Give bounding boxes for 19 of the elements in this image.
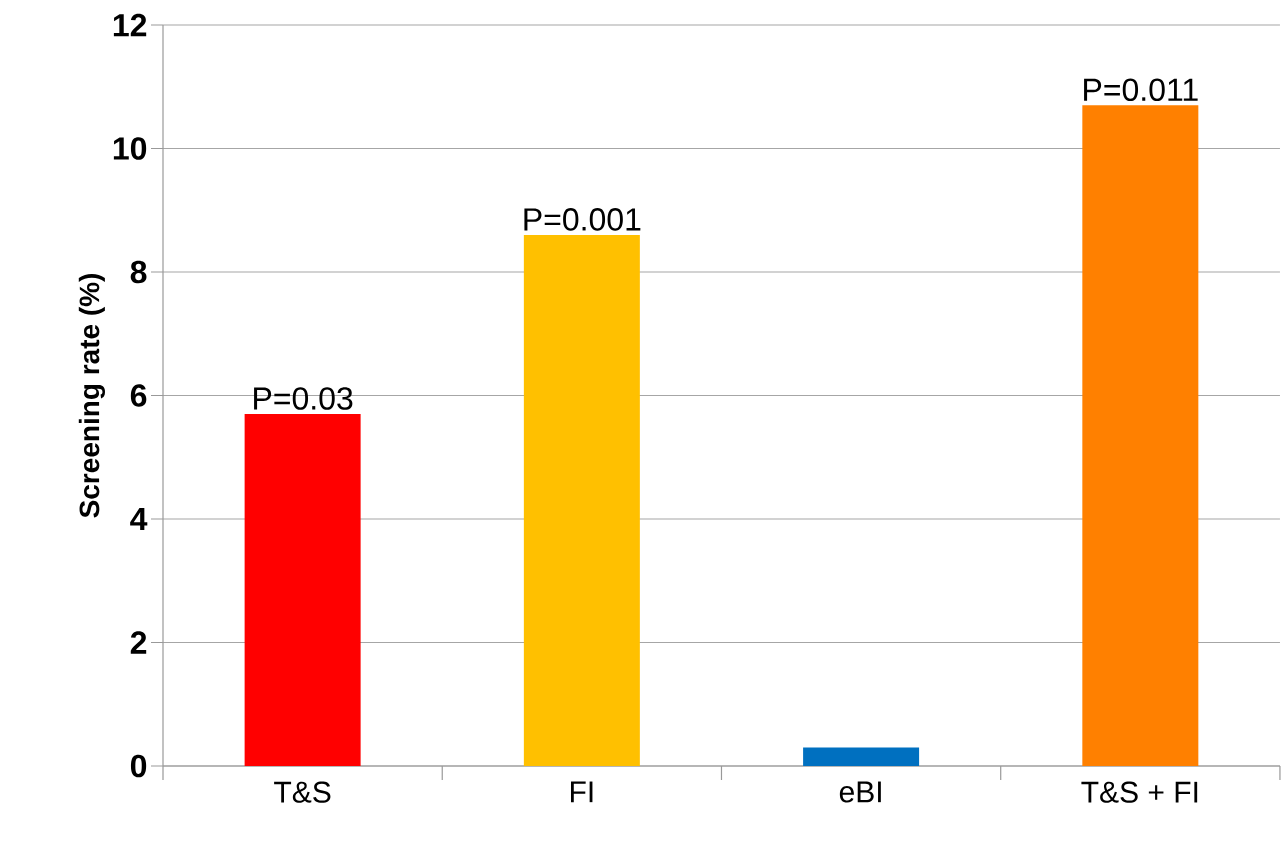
bar (523, 234, 640, 766)
x-tick-label: T&S + FI (1081, 781, 1198, 803)
annotation: P=0.011 (1084, 78, 1198, 102)
y-tick-label: 4 (130, 508, 148, 531)
y-tick-label: 10 (113, 137, 147, 160)
bar (244, 414, 361, 766)
annotation: P=0.001 (524, 208, 641, 231)
y-axis-title: Screening rate (%) (78, 274, 105, 518)
x-tick-label: FI (570, 781, 593, 803)
x-tick-label: eBI (839, 781, 881, 803)
bar (1082, 105, 1199, 766)
bar (803, 747, 920, 766)
y-tick-label: 6 (130, 384, 147, 407)
x-tick-label: T&S (274, 781, 331, 803)
annotation: P=0.03 (254, 387, 353, 410)
y-tick-label: 12 (113, 13, 147, 37)
y-tick-label: 2 (130, 631, 147, 654)
y-tick-label: 8 (130, 260, 147, 284)
y-tick-label: 0 (130, 754, 147, 778)
